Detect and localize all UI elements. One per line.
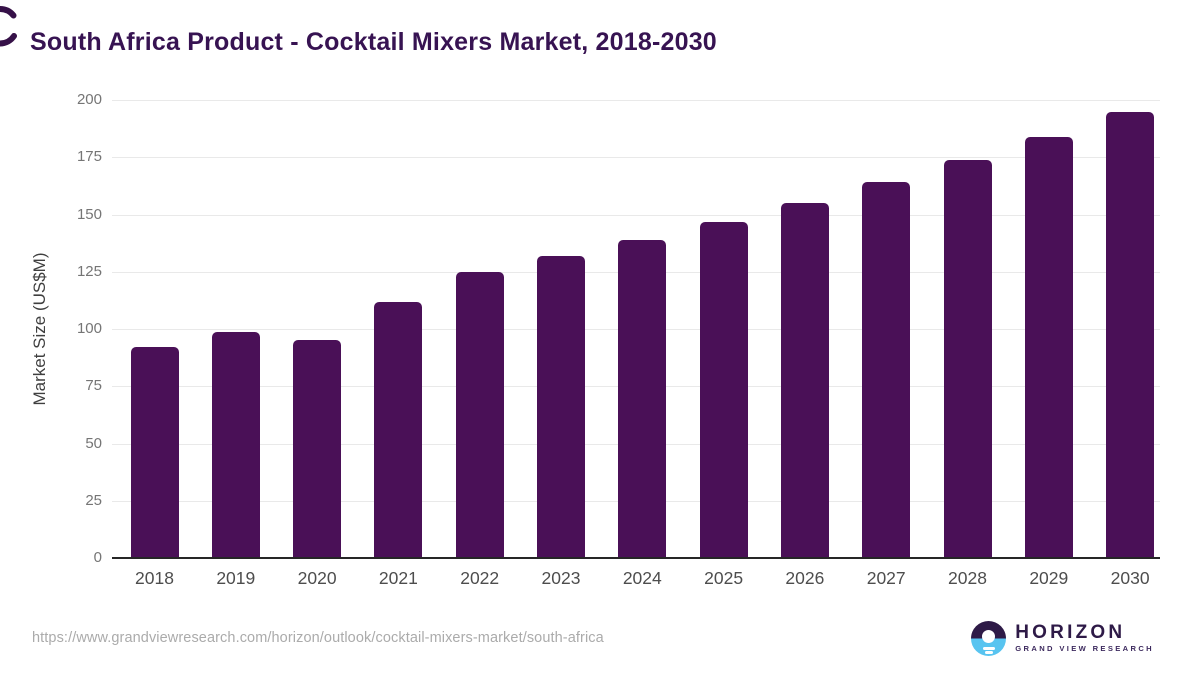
logo-name: HORIZON xyxy=(1015,622,1126,643)
y-tick-label-200: 200 xyxy=(76,91,102,108)
x-tick-label-2019: 2019 xyxy=(216,568,256,588)
bar-2018 xyxy=(130,346,179,558)
bar-2025 xyxy=(699,222,748,558)
gridline-200 xyxy=(112,100,1160,101)
x-tick-label-2018: 2018 xyxy=(135,568,174,588)
logo-subtitle: GRAND VIEW RESEARCH xyxy=(1015,644,1154,653)
y-axis-tick-labels: 0 25 50 75 100 125 150 175 200 xyxy=(0,91,102,566)
bar-2021 xyxy=(374,301,423,558)
bar-2027 xyxy=(862,181,911,558)
bar-2020 xyxy=(293,340,342,558)
x-tick-label-2029: 2029 xyxy=(1029,568,1069,588)
plot-area xyxy=(112,100,1160,559)
horizon-reflection-line xyxy=(984,651,993,654)
page-title: South Africa Product - Cocktail Mixers M… xyxy=(30,28,717,56)
y-tick-label-50: 50 xyxy=(85,434,102,452)
y-tick-label-175: 175 xyxy=(76,148,102,166)
x-tick-label-2028: 2028 xyxy=(948,568,987,588)
y-tick-label-100: 100 xyxy=(76,320,102,337)
bar-2029 xyxy=(1024,137,1073,558)
x-tick-label-2027: 2027 xyxy=(866,568,906,588)
y-tick-label-125: 125 xyxy=(76,262,102,280)
x-tick-label-2020: 2020 xyxy=(297,568,337,588)
logo-text: HORIZON GRAND VIEW RESEARCH xyxy=(1015,623,1154,654)
bar-2030 xyxy=(1106,111,1155,558)
bar-2023 xyxy=(537,256,585,558)
x-axis-line xyxy=(112,557,1160,559)
gridline-175 xyxy=(112,157,1160,159)
y-tick-label-25: 25 xyxy=(85,491,102,509)
x-tick-label-2022: 2022 xyxy=(460,568,500,588)
x-tick-label-2024: 2024 xyxy=(622,568,662,588)
x-tick-label-2023: 2023 xyxy=(541,568,581,588)
gridline-150 xyxy=(112,214,1160,216)
y-tick-label-0: 0 xyxy=(93,549,102,566)
bar-2026 xyxy=(780,203,829,558)
y-tick-label-150: 150 xyxy=(76,205,102,223)
horizon-logo: HORIZON GRAND VIEW RESEARCH xyxy=(971,621,1154,656)
corner-artifact xyxy=(0,6,17,47)
bar-2019 xyxy=(211,331,260,558)
x-tick-label-2030: 2030 xyxy=(1110,568,1150,588)
x-tick-label-2026: 2026 xyxy=(785,568,825,588)
y-tick-label-75: 75 xyxy=(85,377,102,395)
horizon-reflection-line xyxy=(982,647,995,650)
bar-2022 xyxy=(455,272,504,558)
x-tick-label-2025: 2025 xyxy=(704,568,744,588)
x-tick-label-2021: 2021 xyxy=(378,568,418,588)
sun-icon xyxy=(982,630,996,643)
bar-2024 xyxy=(618,240,667,558)
x-axis-tick-labels: 2018 2019 2020 2021 2022 2023 2024 2025 2026 2027… xyxy=(112,568,1160,592)
source-url: https://www.grandviewresearch.com/horizo… xyxy=(32,630,604,646)
horizon-sun-circle-icon xyxy=(971,621,1007,656)
bar-2028 xyxy=(943,160,992,558)
